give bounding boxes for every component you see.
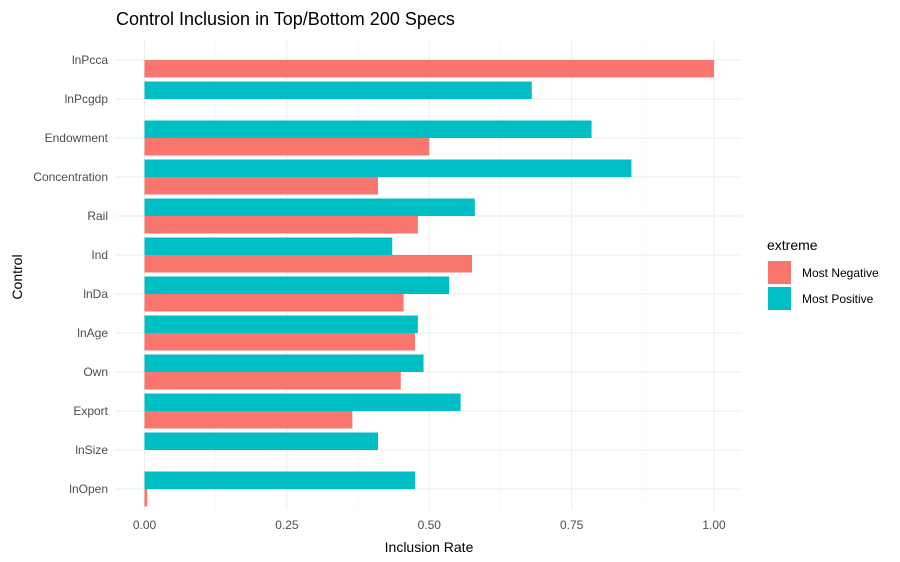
y-tick-label: lnOpen [69,482,108,496]
x-tick-label: 0.75 [560,518,584,532]
y-tick-labels: lnPcca lnPcgdp Endowment Concentration Rail I… [33,53,108,496]
legend-title: extreme [767,237,818,253]
chart-title: Control Inclusion in Top/Bottom 200 Spec… [116,9,455,29]
bar-most-negative-own [144,372,401,390]
x-tick-label: 0.25 [275,518,299,532]
y-tick-label: lnAge [77,326,108,340]
y-tick-label: lnPcgdp [65,92,109,106]
bar-most-negative-export [144,411,353,429]
x-tick-labels: 0.00 0.25 0.50 0.75 1.00 [133,518,726,532]
bar-most-positive-rail [144,198,475,216]
bar-most-positive-concentration [144,159,632,177]
y-tick-label: Own [83,365,108,379]
bar-most-positive-lnsize [144,432,378,450]
legend-items: Most Negative Most Positive [768,261,879,310]
bar-most-negative-lnda [144,294,404,312]
y-tick-label: Endowment [45,131,109,145]
bar-most-negative-concentration [144,177,378,195]
legend-key-most-negative [768,261,791,284]
bar-most-negative-rail [144,216,418,234]
legend-key-most-positive [768,287,791,310]
bars [144,60,714,507]
bar-most-positive-lnpcgdp [144,81,532,99]
bar-most-positive-endowment [144,120,592,138]
x-tick-label: 0.50 [418,518,442,532]
bar-most-positive-own [144,354,424,372]
bar-most-negative-lnopen [144,489,148,507]
legend-label: Most Negative [802,266,879,280]
legend: extreme Most Negative Most Positive [767,237,879,310]
bar-most-negative-ind [144,255,472,273]
bar-most-negative-lnpcca [144,60,714,78]
y-tick-label: lnSize [75,443,108,457]
bar-most-negative-lnage [144,333,416,351]
y-axis-title: Control [9,254,25,299]
legend-label: Most Positive [802,292,874,306]
bar-most-positive-lnda [144,276,450,294]
y-tick-label: lnDa [83,287,108,301]
bar-most-positive-ind [144,237,393,255]
y-tick-label: Concentration [33,170,108,184]
y-tick-label: Ind [91,248,108,262]
y-tick-label: Export [73,404,108,418]
y-tick-label: Rail [87,209,108,223]
y-tick-label: lnPcca [72,53,108,67]
x-tick-label: 0.00 [133,518,157,532]
x-axis-title: Inclusion Rate [385,539,474,555]
bar-most-negative-endowment [144,138,430,156]
bar-most-positive-export [144,393,461,411]
bar-most-positive-lnopen [144,471,416,489]
bar-most-positive-lnage [144,315,418,333]
x-tick-label: 1.00 [702,518,726,532]
